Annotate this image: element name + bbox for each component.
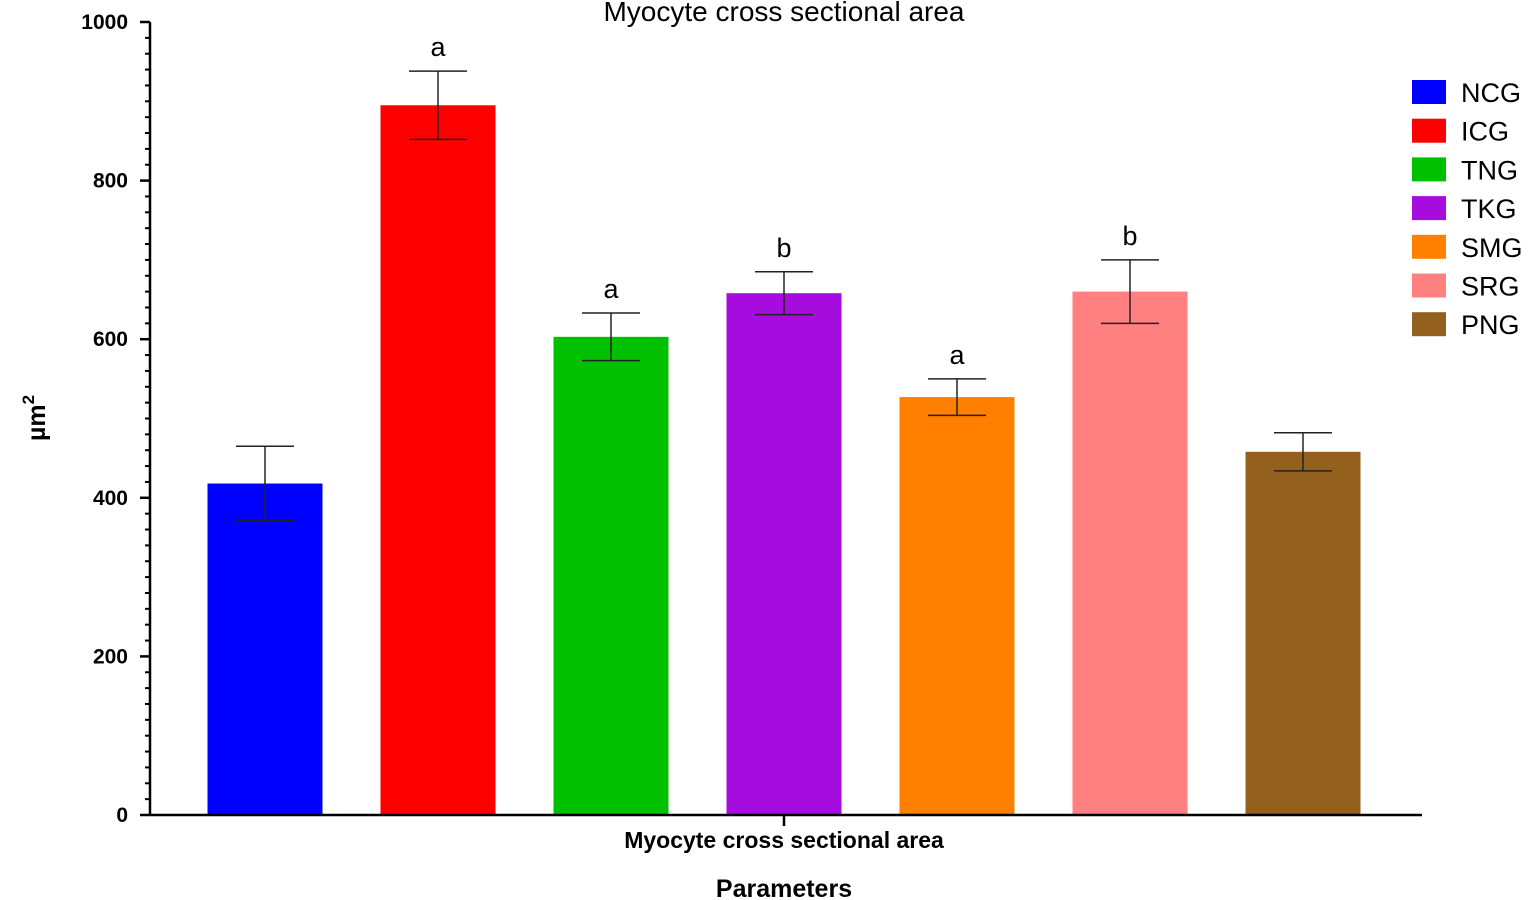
- y-tick-label: 1000: [81, 11, 128, 34]
- legend-label-icg: ICG: [1461, 117, 1509, 147]
- x-axis-title: Parameters: [716, 875, 852, 900]
- legend-swatch-ncg: [1412, 80, 1446, 104]
- bar-tkg: [726, 293, 842, 815]
- significance-label-icg: a: [430, 32, 446, 62]
- legend-swatch-tkg: [1412, 196, 1446, 221]
- y-axis: 0 200 400 600 800 1000: [81, 11, 152, 827]
- y-tick-label: 0: [116, 804, 128, 827]
- legend-swatch-icg: [1412, 118, 1446, 143]
- significance-label-smg: a: [949, 340, 965, 370]
- bar-icg: [380, 105, 496, 815]
- legend-label-png: PNG: [1461, 310, 1520, 340]
- y-axis-unit: µm: [23, 404, 51, 441]
- legend-label-ncg: NCG: [1461, 78, 1521, 108]
- y-tick-label: 200: [93, 645, 128, 668]
- legend: NCG ICG TNG TKG SMG SRG PNG: [1412, 78, 1523, 340]
- legend-swatch-smg: [1412, 234, 1446, 259]
- y-tick-label: 800: [93, 170, 128, 193]
- y-tick-label: 400: [93, 487, 128, 510]
- legend-swatch-tng: [1412, 157, 1446, 182]
- chart-title: Myocyte cross sectional area: [603, 0, 964, 27]
- legend-label-smg: SMG: [1461, 233, 1523, 263]
- bar-tng: [553, 336, 669, 815]
- x-category-label: Myocyte cross sectional area: [624, 827, 944, 853]
- error-bars: [236, 70, 1332, 522]
- legend-label-tng: TNG: [1461, 155, 1518, 185]
- legend-label-srg: SRG: [1461, 272, 1520, 302]
- bar-srg: [1072, 291, 1188, 815]
- bar-smg: [899, 397, 1015, 815]
- legend-label-tkg: TKG: [1461, 194, 1517, 224]
- bar-png: [1245, 451, 1361, 815]
- legend-swatch-srg: [1412, 273, 1446, 298]
- bars: [207, 105, 1361, 815]
- y-axis-title: µm2: [19, 395, 51, 441]
- significance-labels: a a b a b: [430, 32, 1137, 370]
- y-axis-unit-superscript: 2: [19, 395, 38, 404]
- significance-label-tng: a: [603, 274, 619, 304]
- bar-ncg: [207, 483, 323, 815]
- significance-label-tkg: b: [776, 233, 791, 263]
- legend-swatch-png: [1412, 312, 1446, 337]
- y-tick-label: 600: [93, 328, 128, 351]
- significance-label-srg: b: [1122, 221, 1137, 251]
